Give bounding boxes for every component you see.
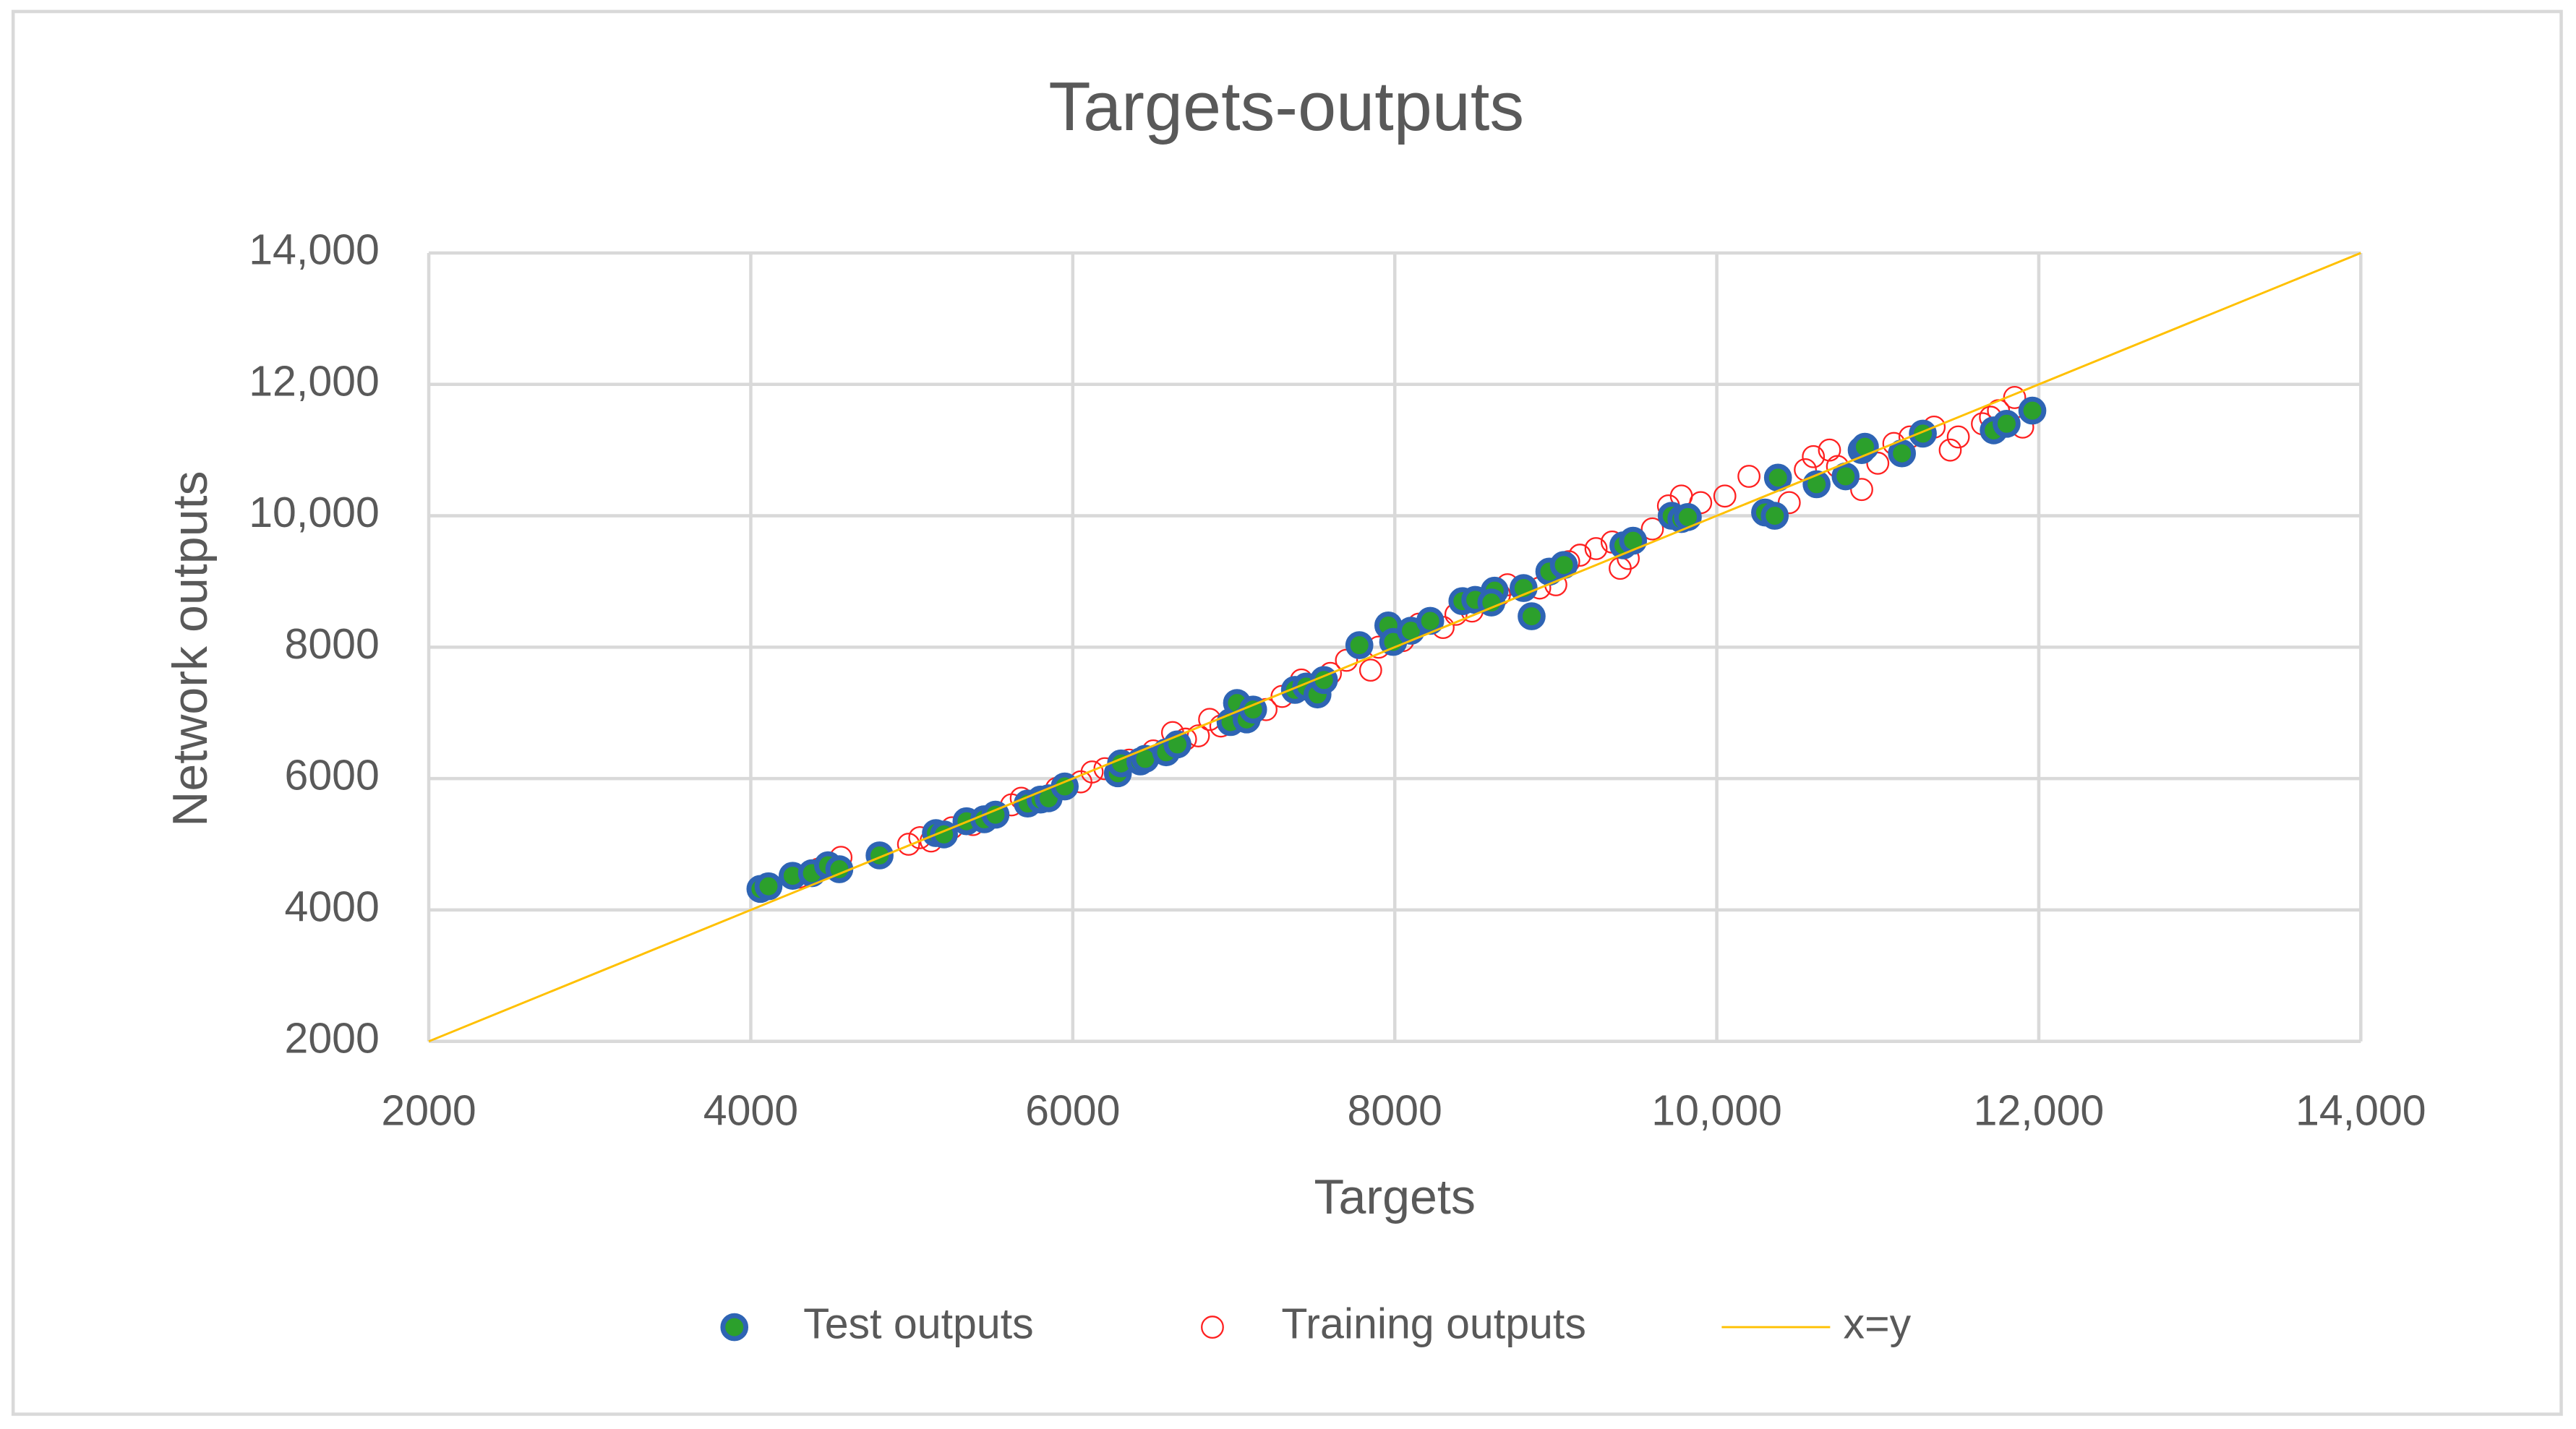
legend-label: Training outputs (1281, 1300, 1586, 1348)
test-point (2018, 396, 2047, 425)
training-point (1850, 478, 1873, 502)
x-tick-label: 10,000 (1651, 1086, 1782, 1134)
x-tick-label: 2000 (381, 1086, 476, 1134)
test-point (1993, 409, 2021, 438)
training-point (1946, 425, 1970, 449)
legend-label: x=y (1844, 1300, 1912, 1348)
training-point (1584, 537, 1608, 560)
y-tick-label: 14,000 (249, 226, 380, 274)
identity-line (428, 252, 2361, 1043)
training-point (897, 833, 920, 856)
training-point (1358, 658, 1382, 682)
training-point (1640, 517, 1664, 541)
x-tick-label: 6000 (1025, 1086, 1120, 1134)
x-tick-label: 14,000 (2295, 1086, 2426, 1134)
test-point (754, 872, 783, 901)
test-point (1888, 439, 1916, 468)
x-tick-label: 8000 (1347, 1086, 1442, 1134)
y-tick-label: 8000 (284, 620, 379, 668)
training-point (1802, 445, 1826, 468)
y-tick-label: 10,000 (249, 489, 380, 536)
x-tick-label: 4000 (703, 1086, 798, 1134)
training-point (1866, 451, 1890, 475)
training-point (1938, 438, 1962, 462)
chart-title: Targets-outputs (1048, 69, 1524, 145)
training-point (1080, 760, 1104, 784)
test-point (1549, 551, 1578, 580)
test-point (865, 841, 894, 870)
y-tick-label: 12,000 (249, 357, 380, 405)
training-point (1201, 1316, 1224, 1339)
y-axis-title: Network outputs (163, 471, 218, 826)
test-point (720, 1313, 749, 1342)
test-point (1760, 502, 1789, 530)
test-point (1518, 602, 1546, 630)
x-tick-label: 12,000 (1974, 1086, 2105, 1134)
test-point (1831, 462, 1860, 491)
test-point (1909, 419, 1937, 448)
test-point (1345, 631, 1374, 659)
training-point (1737, 465, 1761, 488)
y-tick-label: 4000 (284, 883, 379, 931)
test-point (1763, 463, 1792, 492)
training-point (1713, 484, 1737, 508)
y-tick-label: 2000 (284, 1014, 379, 1062)
chart-frame (11, 9, 2563, 1416)
test-point (1510, 574, 1538, 602)
x-axis-title: Targets (1314, 1170, 1476, 1224)
legend-label: Test outputs (803, 1300, 1034, 1348)
y-tick-label: 6000 (284, 752, 379, 799)
